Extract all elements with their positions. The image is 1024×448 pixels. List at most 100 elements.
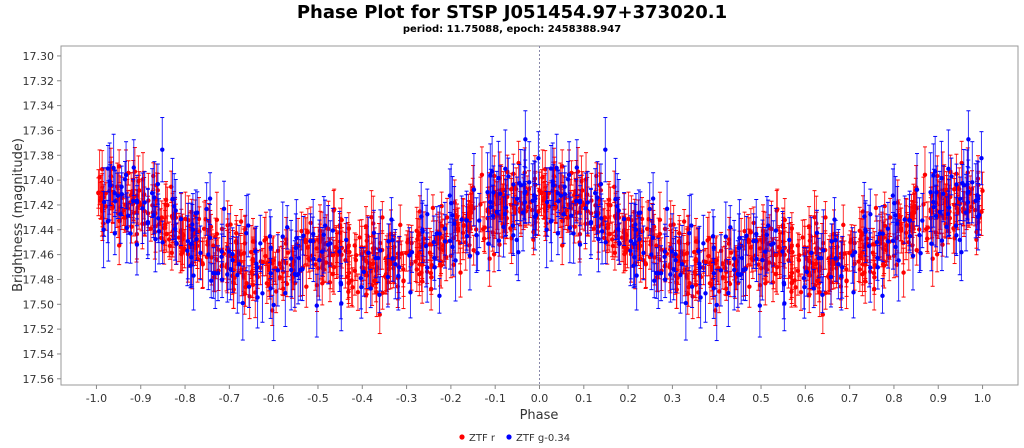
data-point (262, 238, 267, 243)
chart-title: Phase Plot for STSP J051454.97+373020.1 (296, 2, 728, 23)
data-point (689, 223, 694, 228)
data-point (246, 223, 251, 228)
data-point (860, 250, 865, 255)
data-point (746, 238, 752, 244)
data-point (491, 252, 497, 257)
data-point (789, 280, 794, 285)
data-point (198, 250, 203, 256)
data-point (306, 256, 311, 261)
data-point (850, 253, 855, 258)
data-point (540, 175, 545, 180)
data-point (417, 262, 422, 267)
data-point (860, 262, 866, 267)
data-point (497, 242, 502, 247)
data-point (439, 223, 445, 229)
data-point (684, 273, 689, 279)
data-point (941, 191, 946, 196)
data-point (657, 217, 663, 222)
data-point (438, 246, 443, 252)
data-point (162, 222, 168, 227)
data-point (492, 173, 497, 179)
data-point (283, 260, 289, 266)
data-point (728, 250, 734, 255)
data-point (285, 250, 291, 255)
data-point (471, 206, 476, 211)
data-point (922, 172, 928, 177)
data-point (782, 217, 787, 223)
data-point (815, 278, 820, 284)
data-point (591, 226, 597, 231)
data-point (377, 312, 382, 317)
data-point (541, 198, 546, 203)
data-point (727, 281, 733, 287)
data-point (271, 257, 276, 263)
data-point (401, 279, 406, 284)
data-point (204, 206, 209, 212)
data-point (299, 228, 304, 234)
data-point (444, 215, 450, 220)
data-point (186, 217, 191, 223)
data-point (417, 250, 422, 255)
data-point (796, 257, 802, 263)
data-point (634, 273, 639, 278)
data-point (923, 226, 929, 232)
data-point (774, 208, 779, 213)
data-point (438, 263, 444, 268)
data-point (572, 224, 577, 229)
data-point (430, 205, 436, 211)
data-point (714, 302, 719, 308)
data-point (317, 257, 322, 263)
data-point (870, 242, 876, 247)
data-point (863, 279, 868, 284)
data-point (331, 265, 337, 270)
data-point (467, 225, 472, 230)
data-point (166, 237, 172, 242)
data-points-layer (96, 110, 985, 342)
data-point (514, 237, 519, 243)
data-point (749, 256, 754, 261)
data-point (685, 250, 690, 256)
data-point (907, 233, 913, 239)
data-point (931, 173, 936, 178)
data-point (840, 265, 845, 270)
data-point (124, 225, 130, 231)
data-point (155, 216, 161, 221)
data-point (567, 225, 573, 231)
data-point (249, 269, 254, 275)
data-point (598, 181, 604, 187)
data-point (233, 230, 239, 236)
data-point (774, 265, 780, 270)
data-point (346, 226, 351, 231)
data-point (380, 290, 385, 296)
data-point (687, 281, 692, 286)
data-point (934, 252, 940, 257)
data-point (641, 250, 646, 256)
data-point (398, 222, 403, 228)
data-point (689, 284, 695, 289)
data-point (427, 242, 433, 247)
data-point (497, 191, 503, 196)
data-point (559, 164, 565, 169)
data-point (602, 215, 607, 220)
data-point (763, 281, 768, 286)
data-point (887, 215, 893, 220)
data-point (372, 278, 377, 284)
data-point (163, 202, 168, 207)
data-point (823, 290, 828, 296)
data-point (347, 249, 352, 255)
data-point (609, 237, 615, 242)
data-point (671, 267, 676, 272)
data-point (369, 215, 374, 220)
data-point (366, 250, 371, 256)
data-point (228, 267, 233, 272)
data-point (940, 242, 945, 247)
data-point (789, 226, 795, 231)
data-point (871, 270, 877, 276)
data-point (98, 198, 103, 203)
data-point (619, 235, 625, 240)
data-point (882, 263, 887, 268)
data-point (242, 291, 247, 297)
data-point (957, 186, 962, 192)
data-point (280, 266, 285, 271)
data-point (488, 173, 493, 178)
